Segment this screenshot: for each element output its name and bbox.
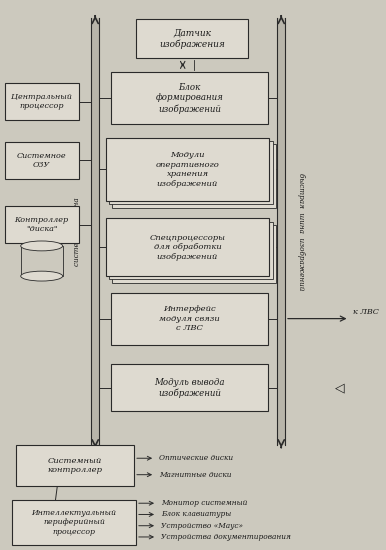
Text: Интеллектуальный
периферийный
процессор: Интеллектуальный периферийный процессор bbox=[32, 509, 117, 536]
Bar bbox=[136, 19, 249, 58]
Text: быстрая  шина  изображений: быстрая шина изображений bbox=[297, 173, 305, 290]
Bar bbox=[16, 445, 134, 486]
Bar bbox=[112, 145, 276, 207]
Text: Системное
ОЗУ: Системное ОЗУ bbox=[17, 152, 66, 169]
Bar bbox=[109, 222, 273, 279]
Text: Контроллер
"диска": Контроллер "диска" bbox=[15, 216, 69, 233]
Bar bbox=[111, 72, 267, 124]
Bar bbox=[111, 365, 267, 411]
Text: Системный
контроллер: Системный контроллер bbox=[47, 457, 103, 475]
Bar bbox=[105, 218, 269, 276]
Text: Магнитные диски: Магнитные диски bbox=[159, 471, 231, 478]
Ellipse shape bbox=[21, 241, 63, 251]
Ellipse shape bbox=[21, 271, 63, 281]
Text: Центральный
процессор: Центральный процессор bbox=[11, 93, 72, 111]
Text: Модули
оперативного
хранения
изображений: Модули оперативного хранения изображений bbox=[156, 151, 219, 188]
Bar bbox=[278, 18, 285, 445]
Bar bbox=[12, 500, 136, 545]
Bar bbox=[5, 206, 79, 243]
Text: Оптические диски: Оптические диски bbox=[159, 454, 233, 462]
Bar bbox=[109, 141, 273, 204]
Bar bbox=[5, 83, 79, 120]
Text: к ЛВС: к ЛВС bbox=[353, 308, 379, 316]
Text: Монитор системный: Монитор системный bbox=[161, 499, 247, 507]
Text: Устройство «Маус»: Устройство «Маус» bbox=[161, 522, 243, 530]
Text: Блок
формирования
изображений: Блок формирования изображений bbox=[156, 82, 223, 114]
Text: Спецпроцессоры
для обработки
изображений: Спецпроцессоры для обработки изображений bbox=[149, 234, 225, 261]
Text: системная  шина: системная шина bbox=[73, 197, 81, 266]
Bar bbox=[111, 293, 267, 345]
Bar bbox=[91, 18, 99, 445]
Text: ◁: ◁ bbox=[335, 381, 345, 394]
Text: Датчик
изображения: Датчик изображения bbox=[159, 29, 225, 49]
Text: Интерфейс
модуля связи
с ЛВС: Интерфейс модуля связи с ЛВС bbox=[159, 305, 220, 332]
Bar bbox=[5, 142, 79, 179]
Text: Блок клавиатуры: Блок клавиатуры bbox=[161, 510, 231, 519]
Bar bbox=[105, 138, 269, 201]
Text: Модуль вывода
изображений: Модуль вывода изображений bbox=[154, 377, 225, 398]
Text: Устройства документирования: Устройства документирования bbox=[161, 533, 291, 541]
Bar bbox=[112, 225, 276, 283]
